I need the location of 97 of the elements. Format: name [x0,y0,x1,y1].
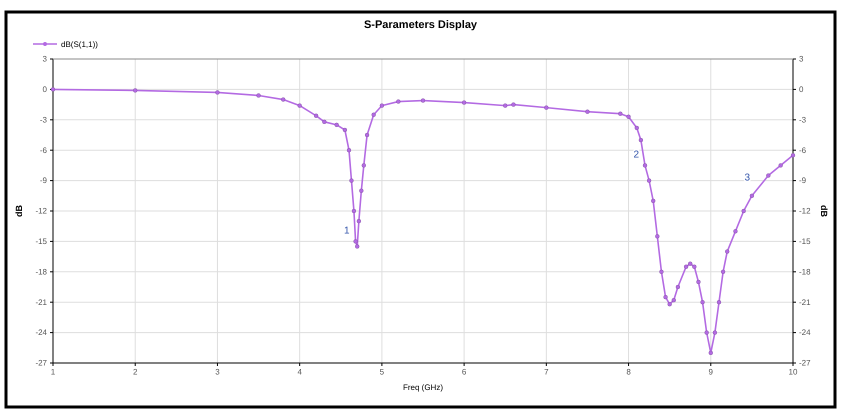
point [396,99,400,104]
point [281,97,286,102]
point [133,88,138,93]
point [646,178,652,183]
y2-tick-label: -15 [799,236,812,246]
point [655,234,660,238]
y-tick-label: -12 [35,206,48,216]
point [672,298,676,302]
y2-tick-label: -18 [799,267,812,276]
point [256,93,261,98]
point [716,300,722,304]
annotation: 1 [344,225,350,236]
point [544,105,548,110]
y2-axis-title: dB [819,205,829,218]
point [750,194,754,198]
point [314,114,318,118]
y-tick-label: -6 [40,146,48,155]
y-tick-label: -18 [35,267,48,276]
point [334,122,339,128]
annotation: 2 [633,149,640,160]
point [359,188,364,193]
point [651,198,656,204]
point [346,148,352,152]
point [676,284,680,290]
point [356,218,362,224]
x-tick-label: 4 [297,368,302,377]
point [700,300,705,304]
point [298,103,302,108]
point [733,229,738,234]
point [638,138,644,142]
chart-title: S-Parameters Display [364,19,478,31]
point [503,103,508,108]
point [704,330,709,335]
x-tick-label: 8 [626,368,632,377]
point [659,270,664,274]
point [663,294,668,300]
x-tick-label: 6 [462,368,467,377]
y-tick-label: -15 [35,236,48,246]
point [634,126,639,130]
point [215,90,220,95]
x-tick-label: 10 [788,368,798,377]
point [742,208,746,214]
point [380,103,384,108]
point [692,264,696,269]
point [353,239,358,244]
y-tick-label: -21 [35,298,48,307]
y2-tick-label: -6 [799,146,807,155]
point [778,163,783,168]
y-tick-label: -27 [35,358,48,368]
point [688,262,692,266]
x-tick-label: 9 [708,368,714,377]
point [618,112,622,116]
y2-tick-label: -21 [799,298,812,307]
point [362,163,366,168]
annotation: 3 [744,172,750,184]
point [642,163,648,168]
x-tick-label: 5 [380,368,385,377]
legend-label: dB(S(1,1)) [61,40,98,49]
y2-tick-label: 3 [799,54,804,64]
point [462,100,466,105]
y-tick-label: 0 [42,84,48,94]
point [712,330,718,335]
x-tick-label: 3 [215,368,220,377]
point [364,132,370,138]
y2-tick-label: -9 [799,176,807,186]
y2-tick-label: -24 [799,328,812,338]
point [585,110,590,114]
y2-tick-label: -27 [799,358,812,368]
x-tick-label: 1 [50,368,56,377]
point [720,270,726,274]
point [349,178,354,183]
y-tick-label: -9 [40,176,48,186]
point [511,102,516,107]
y2-tick-label: 0 [799,84,804,94]
y2-tick-label: -12 [799,206,812,216]
point [790,153,796,158]
x-tick-label: 7 [544,368,550,377]
point [684,264,688,269]
y-tick-label: -24 [35,328,48,338]
point [626,114,631,119]
x-tick-label: 2 [132,368,138,377]
x-axis-title: Freq (GHz) [403,383,444,392]
y-tick-label: -3 [40,115,48,124]
point [342,128,348,132]
y-tick-label: 3 [42,54,48,64]
point [352,208,356,214]
point [696,280,701,284]
point [725,249,730,254]
y-axis-title: dB [14,204,24,217]
point [708,350,713,356]
point [322,120,326,124]
point [668,302,672,306]
point [372,112,376,117]
point [355,244,360,249]
point [766,173,770,178]
point [420,98,426,103]
y2-tick-label: -3 [799,115,807,124]
